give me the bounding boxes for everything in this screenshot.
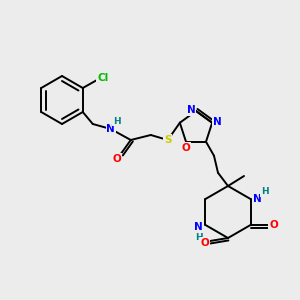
Text: H: H (113, 116, 121, 125)
Text: N: N (187, 105, 195, 115)
Text: H: H (195, 232, 202, 242)
Text: N: N (106, 124, 115, 134)
Text: H: H (261, 188, 268, 196)
Text: N: N (253, 194, 262, 204)
Text: N: N (194, 222, 203, 232)
Text: N: N (213, 117, 221, 127)
Text: O: O (112, 154, 121, 164)
Text: O: O (182, 143, 190, 153)
Text: Cl: Cl (97, 73, 108, 83)
Text: S: S (164, 135, 172, 145)
Text: O: O (201, 238, 209, 248)
Text: O: O (269, 220, 278, 230)
